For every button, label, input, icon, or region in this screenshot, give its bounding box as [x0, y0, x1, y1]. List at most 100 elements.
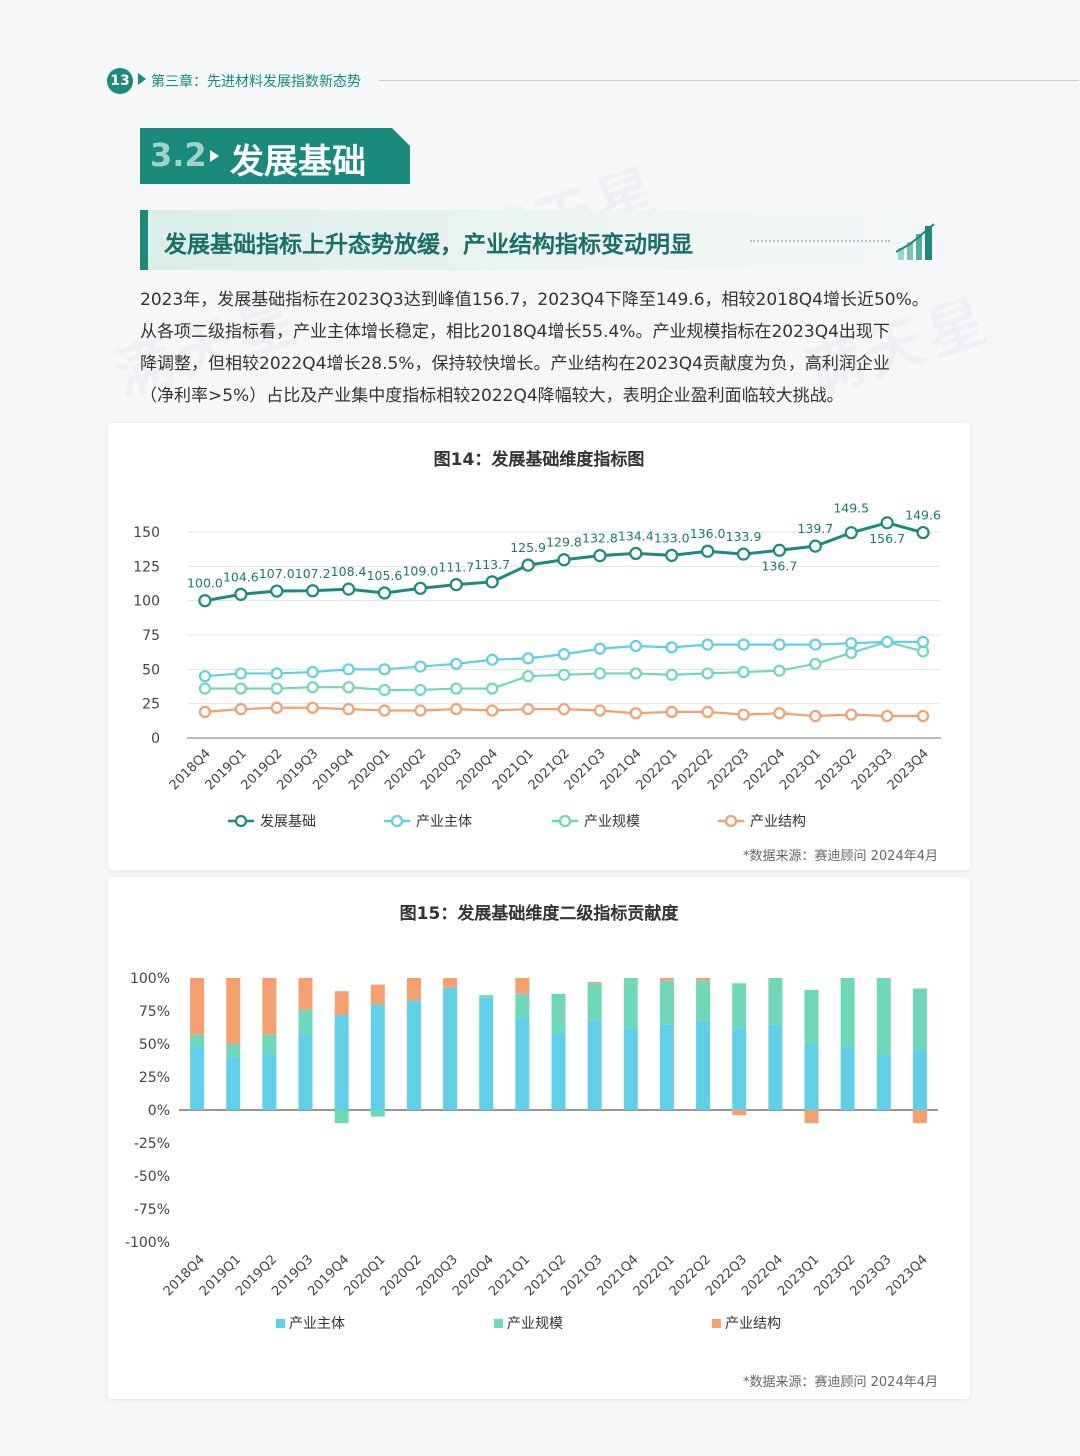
legend-label: 产业主体: [289, 1316, 345, 1332]
bar-segment-产业规模: [732, 983, 747, 1029]
data-label: 105.6: [367, 568, 403, 583]
data-point: [916, 635, 930, 648]
bar-segment-产业结构: [406, 978, 421, 1001]
data-point: [341, 582, 356, 596]
y-tick-label: 50: [142, 662, 160, 678]
section-title: 发展基础: [230, 142, 366, 182]
data-point: [845, 646, 858, 659]
legend-label: 发展基础: [260, 813, 316, 830]
bar-segment-产业主体: [696, 1020, 711, 1110]
legend-label: 产业结构: [750, 814, 806, 830]
bar-segment-产业主体: [226, 1057, 241, 1110]
data-point: [342, 663, 355, 676]
bar-segment-产业规模: [334, 1110, 349, 1124]
data-point: [198, 705, 212, 719]
data-label: 109.0: [402, 563, 438, 578]
bar-segment-产业主体: [732, 1028, 747, 1110]
data-point: [593, 549, 607, 563]
data-label: 149.6: [905, 508, 941, 523]
data-point: [306, 665, 319, 679]
data-point: [306, 584, 320, 598]
y-tick-label: 100%: [130, 971, 170, 987]
bar-segment-产业主体: [298, 1033, 313, 1110]
data-point: [378, 683, 391, 697]
bar-segment-产业主体: [840, 1046, 855, 1110]
data-label: 133.9: [726, 529, 762, 544]
data-source: *数据来源：赛迪顾问 2024年4月: [743, 1375, 938, 1390]
bar-segment-产业结构: [912, 1110, 927, 1124]
bar-segment-产业结构: [334, 991, 349, 1015]
data-point: [198, 594, 212, 608]
bar-segment-产业规模: [840, 978, 855, 1047]
data-point: [701, 667, 714, 680]
data-point: [593, 642, 607, 655]
bar-segment-产业主体: [768, 1024, 783, 1110]
data-label: 132.8: [582, 531, 618, 546]
data-label: 113.7: [474, 557, 510, 572]
data-point: [557, 648, 571, 661]
y-tick-label: 25: [142, 697, 160, 713]
bar-segment-产业规模: [370, 1110, 385, 1117]
bar-segment-产业主体: [515, 1017, 530, 1110]
bar-segment-产业主体: [443, 987, 458, 1110]
data-point: [378, 704, 391, 717]
data-point: [809, 638, 822, 651]
bar-segment-产业结构: [370, 984, 385, 1005]
bar-segment-产业主体: [190, 1046, 205, 1110]
y-tick-label: 125: [133, 559, 160, 575]
bar-chart-card: 图15：发展基础维度二级指标贡献度 100% 75% 50% 25% 0% -25% -50…: [108, 877, 970, 1399]
page-header: 13 第三章：先进材料发展指数新态势: [107, 66, 1080, 94]
bar-segment-产业规模: [659, 980, 674, 1025]
data-point: [234, 682, 247, 695]
data-point: [450, 682, 463, 695]
data-point: [701, 705, 714, 719]
data-point: [450, 657, 463, 670]
data-label: 111.7: [438, 560, 474, 575]
bar-segment-产业规模: [262, 1034, 277, 1055]
subtitle: 发展基础指标上升态势放缓，产业结构指标变动明显: [164, 232, 693, 258]
data-point: [485, 575, 499, 589]
play-arrow-icon: [210, 150, 219, 162]
data-point: [916, 645, 930, 658]
data-label: 107.0: [259, 566, 295, 581]
data-point: [809, 657, 822, 670]
data-label: 107.2: [295, 566, 331, 581]
data-point: [342, 681, 355, 694]
chapter-title: 第三章：先进材料发展指数新态势: [151, 74, 361, 90]
data-label: 156.7: [869, 531, 905, 546]
y-tick-label: -100%: [125, 1235, 170, 1251]
data-point: [916, 525, 930, 540]
bar-segment-产业规模: [226, 1044, 241, 1058]
data-label: 136.7: [762, 558, 798, 573]
bar-segment-产业规模: [551, 993, 566, 1034]
data-point: [234, 703, 247, 716]
data-point: [557, 553, 571, 567]
bar-segment-产业规模: [515, 993, 530, 1018]
legend-marker: [234, 814, 248, 828]
bar-segment-产业主体: [334, 1014, 349, 1110]
data-point: [593, 667, 607, 680]
y-tick-label: -50%: [134, 1169, 170, 1185]
paragraph-line: （净利率>5%）占比及产业集中度指标相较2022Q4降幅较大，表明企业盈利面临较…: [140, 386, 844, 406]
bar-segment-产业结构: [587, 981, 602, 984]
data-point: [486, 653, 499, 666]
data-point: [270, 682, 283, 695]
data-point: [737, 638, 750, 651]
section-number: 3.2: [150, 136, 207, 174]
data-point: [844, 526, 858, 540]
data-label: 129.8: [546, 535, 582, 550]
data-point: [270, 667, 283, 680]
bar-segment-产业结构: [443, 978, 458, 988]
data-point: [234, 667, 247, 680]
data-point: [450, 703, 463, 716]
stacked-bar-chart: 100%75%50%25%0%-25%-50%-75%-100%2018Q420…: [125, 971, 938, 1332]
data-point: [773, 664, 786, 677]
bar-segment-产业规模: [479, 995, 494, 998]
play-arrow-icon: [138, 73, 146, 85]
bar-segment-产业规模: [696, 980, 711, 1021]
bar-segment-产业结构: [696, 978, 711, 981]
bar-segment-产业结构: [515, 978, 530, 994]
data-point: [772, 543, 787, 557]
data-point: [270, 701, 283, 714]
bar-segment-产业规模: [587, 983, 602, 1021]
